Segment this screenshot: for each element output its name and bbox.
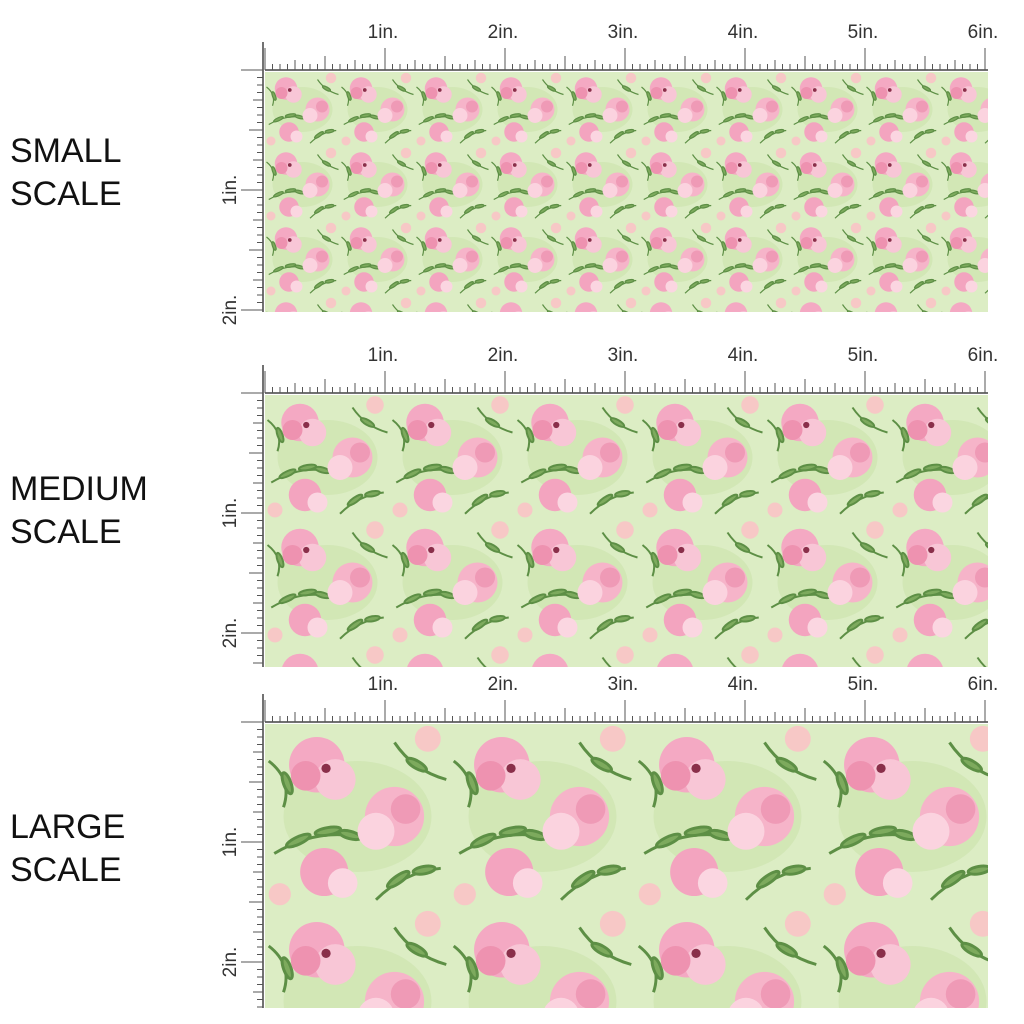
- scale-section: SMALL SCALE 1in. 2in. 3in. 4in. 5in. 6in. 1in. 2i…: [10, 22, 998, 325]
- ruler-label: 3in.: [608, 674, 639, 695]
- fabric-swatch: [265, 72, 988, 312]
- scale-label: SCALE: [10, 851, 122, 889]
- scale-label: LARGE: [10, 808, 125, 846]
- ruler-label: 1in.: [368, 345, 399, 366]
- ruler-label: 2in.: [488, 22, 519, 43]
- ruler-label: 5in.: [848, 345, 879, 366]
- ruler-label: 4in.: [728, 22, 759, 43]
- ruler-label: 2in.: [488, 345, 519, 366]
- scale-label: SCALE: [10, 175, 122, 213]
- ruler-label: 6in.: [968, 345, 999, 366]
- fabric-swatch: [265, 724, 988, 1008]
- ruler-label: 1in.: [220, 175, 241, 206]
- ruler-label: 1in.: [220, 827, 241, 858]
- ruler-label: 6in.: [968, 674, 999, 695]
- ruler-label: 2in.: [220, 295, 241, 326]
- scale-label: MEDIUM: [10, 470, 148, 508]
- ruler-label: 5in.: [848, 22, 879, 43]
- ruler-label: 1in.: [368, 674, 399, 695]
- ruler-label: 3in.: [608, 345, 639, 366]
- scale-section: MEDIUM SCALE 1in. 2in. 3in. 4in. 5in. 6in. 1in. 2…: [10, 345, 998, 667]
- ruler-label: 6in.: [968, 22, 999, 43]
- ruler-label: 5in.: [848, 674, 879, 695]
- ruler-label: 4in.: [728, 674, 759, 695]
- ruler-label: 4in.: [728, 345, 759, 366]
- scale-label: SMALL: [10, 132, 122, 170]
- ruler-label: 1in.: [368, 22, 399, 43]
- ruler-label: 3in.: [608, 22, 639, 43]
- fabric-swatch: [265, 395, 988, 667]
- scale-section: LARGE SCALE 1in. 2in. 3in. 4in. 5in. 6in. 1in. 2i…: [10, 674, 998, 1008]
- ruler-label: 1in.: [220, 498, 241, 529]
- scale-label: SCALE: [10, 513, 122, 551]
- ruler-label: 2in.: [220, 618, 241, 649]
- ruler-label: 2in.: [488, 674, 519, 695]
- ruler-label: 2in.: [220, 947, 241, 978]
